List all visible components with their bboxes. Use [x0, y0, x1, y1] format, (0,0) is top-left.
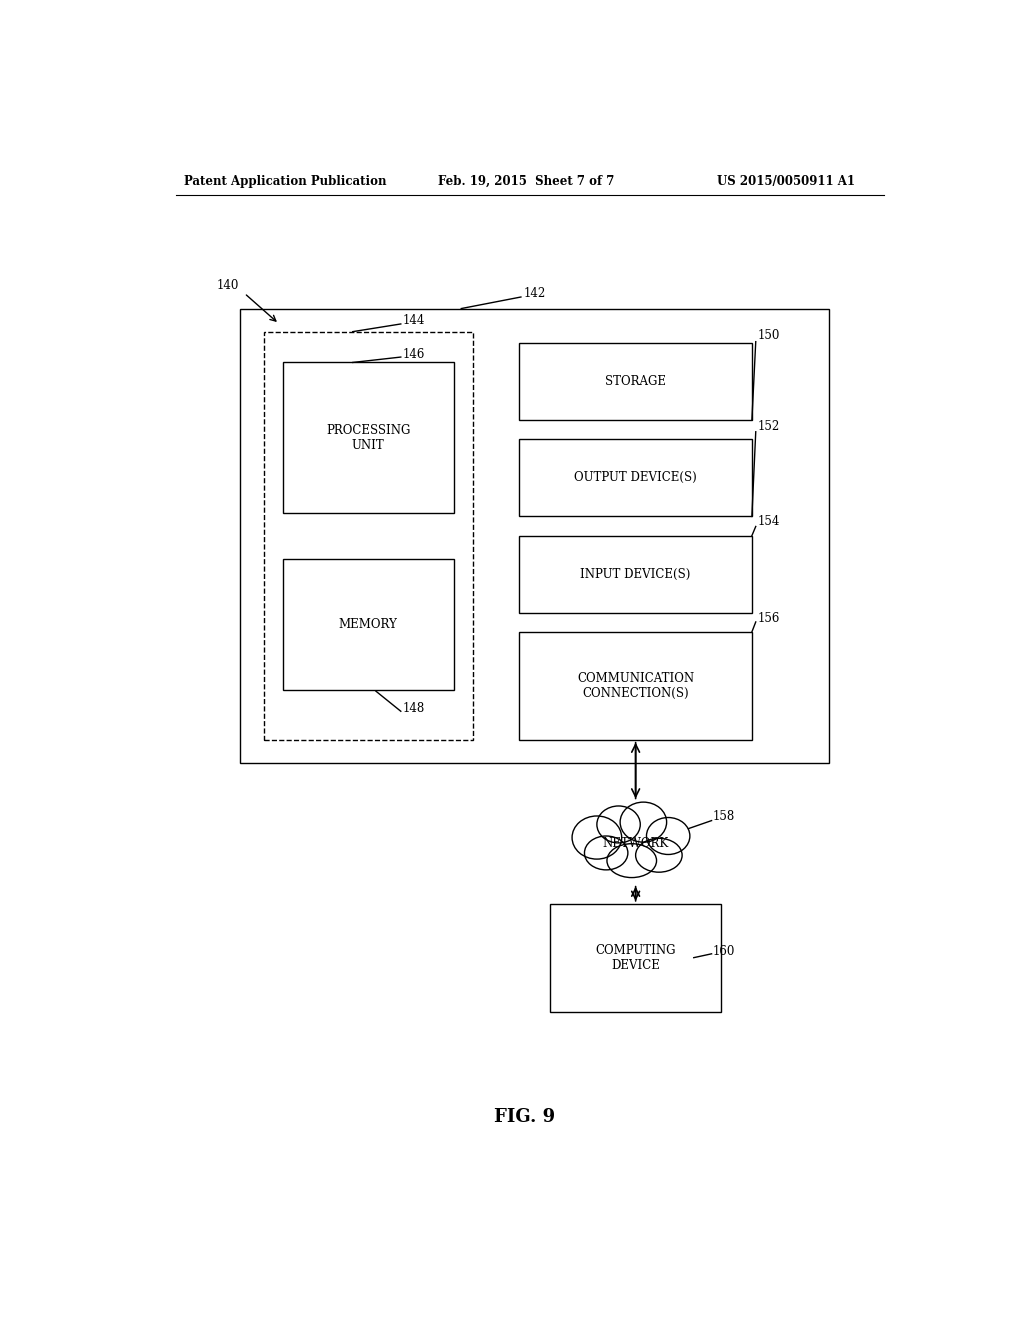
Text: 148: 148: [403, 702, 425, 715]
Text: 144: 144: [403, 314, 426, 326]
Text: Feb. 19, 2015  Sheet 7 of 7: Feb. 19, 2015 Sheet 7 of 7: [438, 176, 614, 187]
Text: 160: 160: [713, 945, 735, 958]
Ellipse shape: [597, 807, 640, 843]
Bar: [263, 331, 473, 739]
Text: INPUT DEVICE(S): INPUT DEVICE(S): [581, 568, 691, 581]
Text: Patent Application Publication: Patent Application Publication: [183, 176, 386, 187]
Text: 140: 140: [217, 279, 240, 292]
Text: FIG. 9: FIG. 9: [495, 1107, 555, 1126]
Bar: [550, 904, 721, 1011]
Text: 152: 152: [758, 420, 779, 433]
Text: MEMORY: MEMORY: [339, 618, 397, 631]
Bar: [519, 632, 752, 739]
Text: COMMUNICATION
CONNECTION(S): COMMUNICATION CONNECTION(S): [578, 672, 694, 700]
Text: 150: 150: [758, 329, 779, 342]
Ellipse shape: [607, 843, 656, 878]
Ellipse shape: [646, 817, 690, 854]
Bar: [519, 440, 752, 516]
Text: 158: 158: [713, 810, 735, 824]
Text: 146: 146: [403, 348, 426, 362]
Bar: [283, 558, 454, 689]
Text: 154: 154: [758, 515, 779, 528]
Text: 142: 142: [523, 286, 546, 300]
Bar: [519, 536, 752, 612]
Ellipse shape: [585, 836, 628, 870]
Text: COMPUTING
DEVICE: COMPUTING DEVICE: [595, 944, 676, 972]
Ellipse shape: [636, 838, 682, 873]
Bar: [283, 363, 454, 512]
Bar: [519, 343, 752, 420]
Ellipse shape: [621, 803, 667, 842]
Text: OUTPUT DEVICE(S): OUTPUT DEVICE(S): [574, 471, 697, 484]
Text: NETWORK: NETWORK: [602, 837, 669, 850]
Text: PROCESSING
UNIT: PROCESSING UNIT: [326, 424, 411, 451]
Ellipse shape: [572, 816, 622, 859]
Text: 156: 156: [758, 612, 779, 626]
Text: US 2015/0050911 A1: US 2015/0050911 A1: [717, 176, 855, 187]
Bar: [241, 309, 829, 763]
Text: STORAGE: STORAGE: [605, 375, 667, 388]
